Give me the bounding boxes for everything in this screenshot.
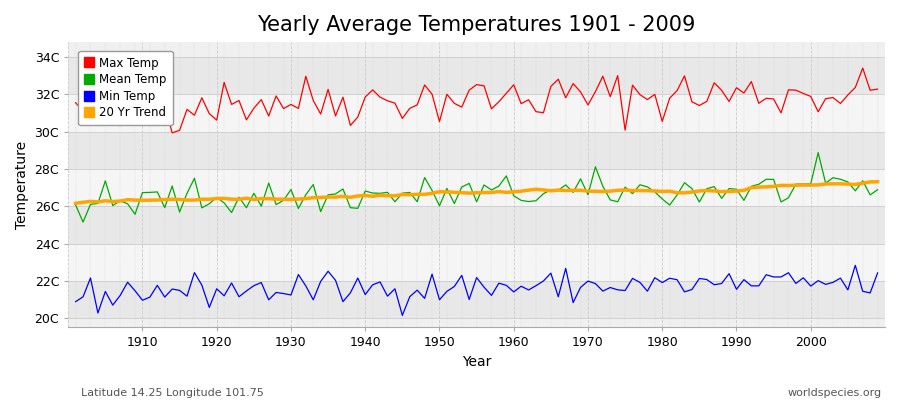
Text: Latitude 14.25 Longitude 101.75: Latitude 14.25 Longitude 101.75: [81, 388, 264, 398]
Y-axis label: Temperature: Temperature: [15, 141, 29, 229]
Bar: [68, 57, 885, 94]
Legend: Max Temp, Mean Temp, Min Temp, 20 Yr Trend: Max Temp, Mean Temp, Min Temp, 20 Yr Tre…: [78, 51, 173, 125]
X-axis label: Year: Year: [462, 355, 491, 369]
Bar: [68, 244, 885, 281]
Bar: [68, 169, 885, 206]
Title: Yearly Average Temperatures 1901 - 2009: Yearly Average Temperatures 1901 - 2009: [257, 15, 696, 35]
Bar: [68, 206, 885, 244]
Bar: [68, 281, 885, 318]
Bar: [68, 132, 885, 169]
Bar: [68, 94, 885, 132]
Text: worldspecies.org: worldspecies.org: [788, 388, 882, 398]
